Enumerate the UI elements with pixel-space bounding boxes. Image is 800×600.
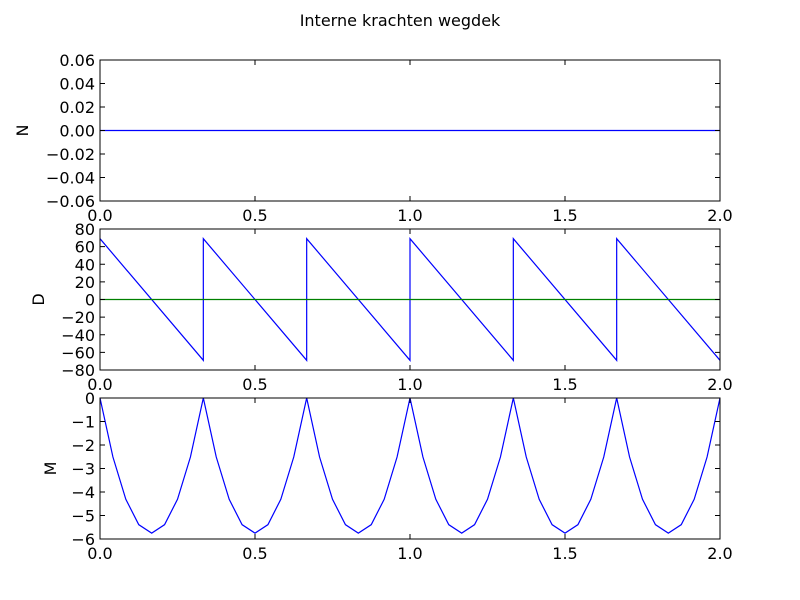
y-axis-label: D xyxy=(29,293,48,305)
x-tick-label: 1.5 xyxy=(552,544,577,563)
y-tick-label: −3 xyxy=(71,460,95,479)
x-tick-label: 2.0 xyxy=(707,375,732,394)
y-tick-label: −6 xyxy=(71,530,95,549)
y-tick-label: −0.04 xyxy=(46,169,95,188)
y-tick-label: −20 xyxy=(61,308,95,327)
y-tick-label: −40 xyxy=(61,326,95,345)
y-tick-label: −60 xyxy=(61,343,95,362)
x-tick-label: 1.5 xyxy=(552,375,577,394)
x-tick-label: 1.0 xyxy=(397,375,422,394)
y-tick-label: 0 xyxy=(85,389,95,408)
x-tick-label: 1.0 xyxy=(397,544,422,563)
y-tick-label: 0.02 xyxy=(59,98,95,117)
x-tick-label: 2.0 xyxy=(707,206,732,225)
y-tick-label: 20 xyxy=(75,273,95,292)
x-tick-label: 0.0 xyxy=(87,544,112,563)
y-tick-label: −5 xyxy=(71,507,95,526)
y-tick-label: 60 xyxy=(75,238,95,257)
y-tick-label: −80 xyxy=(61,361,95,380)
figure-title: Interne krachten wegdek xyxy=(300,11,501,30)
axes-group: 0.0 0.5 1.0 1.5 2.00.060.040.020.00−0.02−0.0… xyxy=(13,51,733,563)
y-tick-label: 0.00 xyxy=(59,122,95,141)
subplot-3: 0.0 0.5 1.0 1.5 2.0 0 −1 −2 −3 −4 −5 −6 M xyxy=(41,389,733,563)
y-tick-label: 80 xyxy=(75,220,95,239)
y-tick-label: 0.06 xyxy=(59,51,95,70)
x-tick-label: 0.5 xyxy=(242,544,267,563)
x-tick-label: 2.0 xyxy=(707,544,732,563)
x-tick-label: 0.0 xyxy=(87,375,112,394)
y-tick-label: −0.02 xyxy=(46,145,95,164)
subplot-1: 0.0 0.5 1.0 1.5 2.0 0.06 0.04 0.02 0.00 −0.02 −0.0… xyxy=(13,51,733,225)
x-tick-label: 1.0 xyxy=(397,206,422,225)
x-tick-label: 1.5 xyxy=(552,206,577,225)
x-tick-label: 0.5 xyxy=(242,206,267,225)
y-tick-label: 40 xyxy=(75,255,95,274)
y-tick-label: 0.04 xyxy=(59,75,95,94)
y-axis-label: M xyxy=(41,462,60,476)
y-tick-label: −1 xyxy=(71,413,95,432)
y-tick-label: −4 xyxy=(71,483,95,502)
y-tick-label: −2 xyxy=(71,436,95,455)
x-tick-label: 0.5 xyxy=(242,375,267,394)
y-tick-label: −0.06 xyxy=(46,192,95,211)
x-tick-label: 0.0 xyxy=(87,206,112,225)
y-axis-label: N xyxy=(13,125,32,137)
y-tick-label: 0 xyxy=(85,291,95,310)
